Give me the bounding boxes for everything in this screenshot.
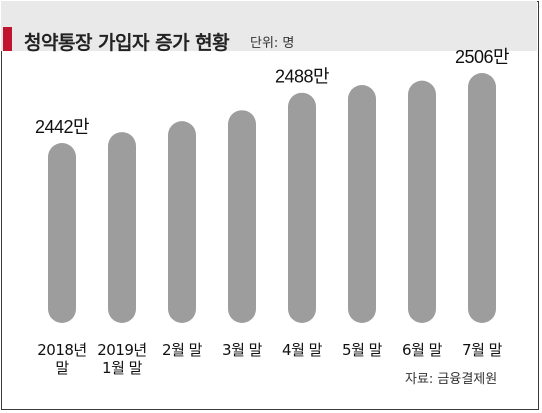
- category-label-6: 6월 말: [402, 341, 443, 359]
- bar-3: [228, 110, 256, 323]
- category-label-7: 7월 말: [462, 341, 503, 359]
- data-label-4: 2488만: [275, 67, 329, 87]
- bar-0: [48, 143, 76, 323]
- bar-7: [468, 73, 496, 323]
- accent-bar: [3, 27, 12, 51]
- bar-4: [288, 92, 316, 323]
- bars-group: [48, 73, 496, 323]
- bar-1: [108, 132, 136, 323]
- bar-2: [168, 121, 196, 323]
- unit-label: 단위: 명: [250, 36, 295, 51]
- source-note: 자료: 금융결제원: [405, 372, 498, 387]
- value-labels-group: 2442만 2488만 2506만: [35, 47, 510, 137]
- category-label-5: 5월 말: [342, 341, 383, 359]
- data-label-7: 2506만: [455, 47, 509, 67]
- category-label-0-line1: 2018년: [37, 341, 86, 359]
- category-label-0-line2: 말: [55, 359, 69, 377]
- category-label-2: 2월 말: [162, 341, 203, 359]
- category-label-4: 4월 말: [282, 341, 323, 359]
- category-label-3: 3월 말: [222, 341, 263, 359]
- data-label-0: 2442만: [35, 117, 89, 137]
- chart-title: 청약통장 가입자 증가 현황: [24, 32, 230, 54]
- chart-header: [1, 1, 537, 51]
- bar-5: [348, 85, 376, 323]
- category-label-1-line2: 1월 말: [102, 359, 143, 377]
- category-label-1-line1: 2019년: [97, 341, 146, 359]
- bar-6: [408, 80, 436, 323]
